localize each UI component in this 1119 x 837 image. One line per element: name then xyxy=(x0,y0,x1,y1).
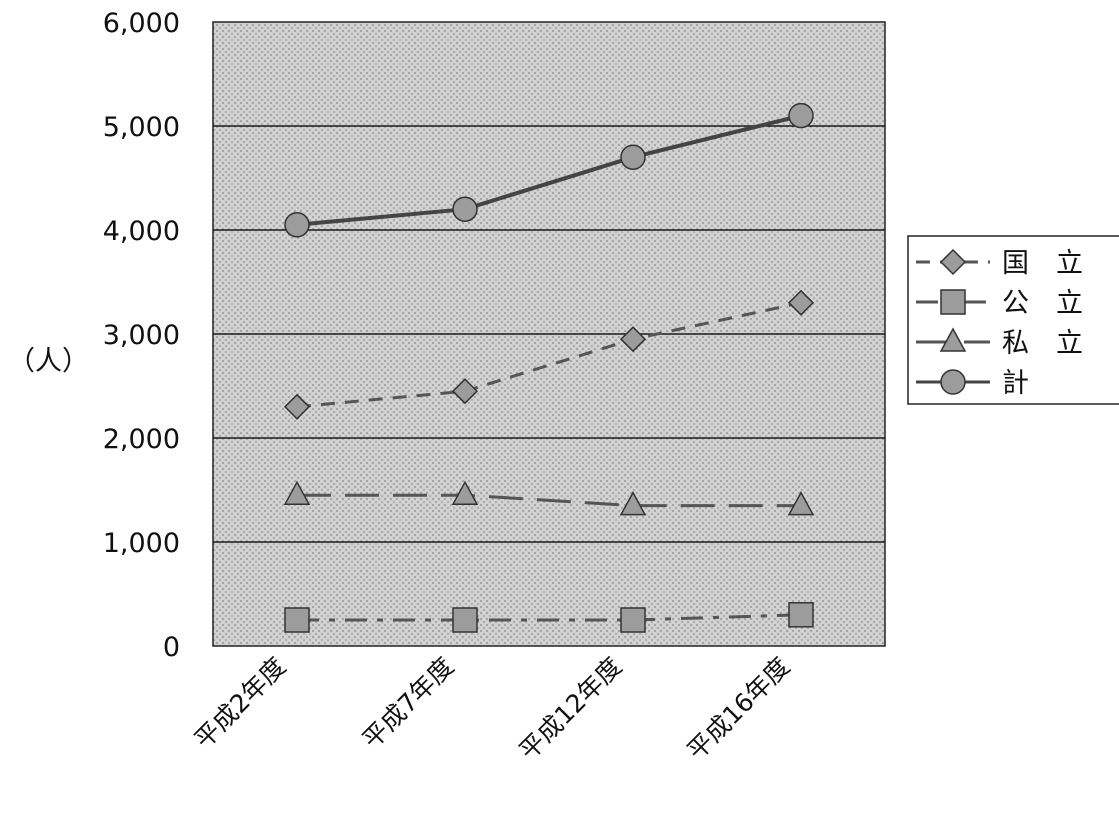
legend-marker xyxy=(939,248,967,276)
series-1 xyxy=(283,289,815,420)
y-axis-label: （人） xyxy=(8,346,89,377)
x-tick-label: 平成7年度 xyxy=(357,652,459,754)
x-tick-label: 平成12年度 xyxy=(514,652,628,766)
series-2 xyxy=(284,602,814,633)
legend-label: 国 立 xyxy=(1002,248,1083,279)
legend: 国 立公 立私 立計 xyxy=(907,235,1119,405)
data-point xyxy=(284,607,310,633)
y-tick-label: 6,000 xyxy=(103,8,180,39)
series-line xyxy=(297,613,802,622)
legend-label: 計 xyxy=(1002,368,1029,399)
data-point xyxy=(788,602,814,628)
data-point xyxy=(284,212,310,238)
x-tick-label: 平成16年度 xyxy=(682,652,796,766)
gridlines xyxy=(213,125,885,543)
legend-marker xyxy=(939,327,967,352)
x-axis-ticks: 平成2年度 平成7年度 平成12年度 平成16年度 xyxy=(189,652,795,766)
legend-item: 計 xyxy=(916,368,1029,399)
series-line xyxy=(296,113,802,227)
y-tick-label: 1,000 xyxy=(103,528,180,559)
legend-item: 私 立 xyxy=(916,327,1083,359)
data-point xyxy=(452,196,478,222)
data-point xyxy=(787,289,815,316)
series-line xyxy=(297,493,801,508)
series-line xyxy=(296,301,802,409)
series-3 xyxy=(283,480,815,516)
data-point xyxy=(451,480,479,505)
data-point xyxy=(788,102,814,129)
data-point xyxy=(620,607,646,633)
y-axis-ticks: 0 1,000 2,000 3,000 4,000 5,000 6,000 xyxy=(103,8,180,663)
data-point xyxy=(619,326,647,353)
legend-label: 公 立 xyxy=(1002,288,1083,319)
data-point xyxy=(451,378,479,405)
data-point xyxy=(452,607,478,633)
data-point xyxy=(283,393,311,420)
legend-marker xyxy=(940,289,966,315)
y-tick-label: 2,000 xyxy=(103,424,180,455)
legend-label: 私 立 xyxy=(1002,328,1083,359)
series-group xyxy=(283,102,815,633)
data-point xyxy=(620,144,646,170)
data-point xyxy=(787,491,815,516)
data-point xyxy=(283,480,311,505)
y-tick-label: 0 xyxy=(163,632,180,663)
legend-item: 公 立 xyxy=(916,288,1083,319)
y-tick-label: 4,000 xyxy=(103,216,180,247)
legend-item: 国 立 xyxy=(916,248,1083,279)
x-tick-label: 平成2年度 xyxy=(189,652,291,754)
y-tick-label: 5,000 xyxy=(103,112,180,143)
data-point xyxy=(619,491,647,516)
series-4 xyxy=(284,102,814,238)
y-tick-label: 3,000 xyxy=(103,320,180,351)
legend-marker xyxy=(940,369,966,395)
